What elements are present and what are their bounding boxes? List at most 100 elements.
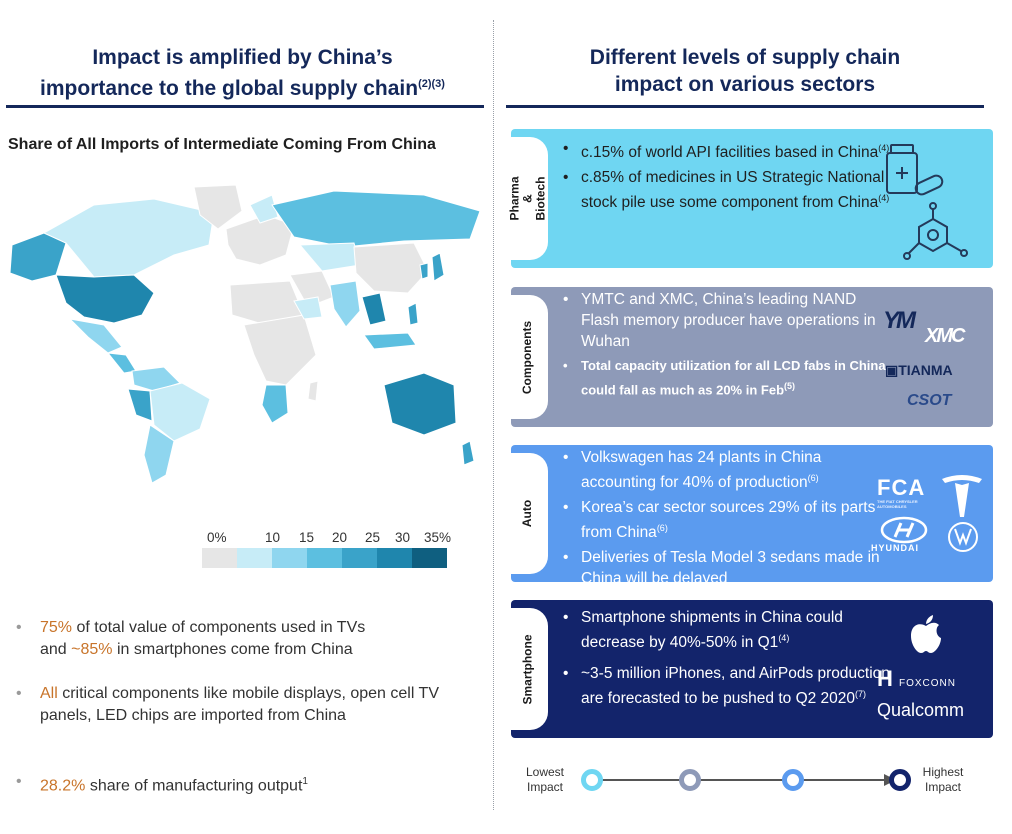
scale-low-label: Lowest Impact <box>516 765 574 795</box>
bullet-text: c.85% of medicines in US Strategic Natio… <box>581 169 885 212</box>
center-divider <box>493 20 494 810</box>
bullet-text: ~3-5 million iPhones, and AirPods produc… <box>581 665 890 708</box>
map-subtitle: Share of All Imports of Intermediate Com… <box>8 136 436 153</box>
sector-tab-auto: Auto <box>508 453 548 574</box>
scale-line <box>592 779 898 781</box>
tesla-logo-icon <box>942 475 982 517</box>
scale-high-label: Highest Impact <box>912 765 974 795</box>
apple-logo-icon <box>911 615 941 653</box>
sector-bullet: Korea’s car sector sources 29% of its pa… <box>561 497 891 543</box>
fca-logo: FCA <box>877 475 926 500</box>
right-title-line2: impact on various sectors <box>614 73 876 96</box>
bullet-text: Korea’s car sector sources 29% of its pa… <box>581 499 876 542</box>
footnote: (5) <box>784 381 796 391</box>
footnote: (6) <box>807 473 819 483</box>
bullet-text-1b: and <box>40 641 72 658</box>
footnote: (4) <box>778 633 790 643</box>
sector-bullets: YMTC and XMC, China’s leading NAND Flash… <box>561 289 891 404</box>
map-madagascar <box>307 380 319 402</box>
sector-tab-smartphone: Smartphone <box>508 608 548 730</box>
right-title-rule <box>506 105 984 108</box>
bullet-text: 28.2% share of manufacturing output1 <box>40 771 308 797</box>
map-korea <box>419 262 429 280</box>
medicine-bottle-icon <box>886 144 944 196</box>
sector-bullets: c.15% of world API facilities based in C… <box>561 138 891 217</box>
bullet-footnote: 1 <box>302 776 308 787</box>
sector-bullet: Volkswagen has 24 plants in China accoun… <box>561 447 891 493</box>
bullet-text: c.15% of world API facilities based in C… <box>581 144 879 162</box>
volkswagen-logo-icon <box>948 522 978 552</box>
bullet-text-1c: in smartphones come from China <box>112 641 353 658</box>
scale-high-line1: Highest <box>922 765 964 779</box>
right-title: Different levels of supply chain impact … <box>505 44 985 98</box>
map-brazil <box>149 382 211 442</box>
sector-bullets: Volkswagen has 24 plants in China accoun… <box>561 447 891 593</box>
map-southeast-asia <box>361 292 387 326</box>
xmc-logo: XMC <box>925 325 965 347</box>
left-title-line2: importance to the global supply chain <box>40 77 419 100</box>
sector-bullets: Smartphone shipments in China could decr… <box>561 607 891 713</box>
bullet-text: All critical components like mobile disp… <box>40 683 480 727</box>
legend-swatch <box>272 548 307 568</box>
sector-bullet: YMTC and XMC, China’s leading NAND Flash… <box>561 289 891 352</box>
tianma-text: TIANMA <box>898 362 953 378</box>
map-argentina-chile <box>143 424 175 484</box>
csot-logo: CSOT <box>907 392 952 409</box>
legend-label-0: 0% <box>207 530 227 545</box>
sector-tab-pharma: Pharma & Biotech <box>508 137 548 260</box>
right-title-line1: Different levels of supply chain <box>589 46 901 69</box>
scale-point-auto <box>782 769 804 791</box>
map-india <box>329 280 361 328</box>
sector-tab-label: Auto <box>520 499 535 528</box>
bullet-dot: • <box>16 685 22 702</box>
sector-bullet: Smartphone shipments in China could decr… <box>561 607 891 653</box>
legend-swatch <box>342 548 377 568</box>
scale-point-components <box>679 769 701 791</box>
ymtc-logo: YM <box>883 307 916 334</box>
legend-swatch <box>377 548 412 568</box>
map-central-america <box>106 352 137 374</box>
bullet-text: Total capacity utilization for all LCD f… <box>581 358 886 398</box>
bullet-text: 75% of total value of components used in… <box>40 617 365 661</box>
bullet-manufacturing-share: • 28.2% share of manufacturing output1 <box>16 771 486 795</box>
sector-bullet: ~3-5 million iPhones, and AirPods produc… <box>561 663 891 709</box>
legend-swatch <box>307 548 342 568</box>
bullet-text: Smartphone shipments in China could decr… <box>581 609 843 652</box>
map-mexico <box>68 318 123 354</box>
foxconn-logo: H FOXCONN <box>877 666 956 691</box>
footnote: (4) <box>878 143 890 153</box>
world-map <box>9 185 481 484</box>
map-peru <box>127 388 153 422</box>
sector-tab-label: Components <box>520 320 535 394</box>
map-greenland <box>193 185 243 230</box>
map-saudi <box>293 296 323 320</box>
left-title-line2-wrap: importance to the global supply chain(2)… <box>0 71 485 102</box>
sector-tab-label: Smartphone <box>520 633 535 705</box>
foxconn-text: FOXCONN <box>899 678 956 689</box>
map-china <box>353 242 429 294</box>
map-new-zealand <box>461 440 475 466</box>
fca-subtext: THE FIAT CHRYSLER AUTOMOBILES <box>877 499 918 509</box>
map-usa <box>55 274 155 324</box>
sector-smartphone: Smartphone Smartphone shipments in China… <box>508 600 993 738</box>
sector-bullet: Total capacity utilization for all LCD f… <box>561 356 891 400</box>
footnote: (6) <box>656 523 668 534</box>
footnote: (4) <box>878 193 890 204</box>
bullet-text: Volkswagen has 24 plants in China accoun… <box>581 449 822 492</box>
legend-swatch <box>202 548 237 568</box>
left-title-footnote: (2)(3) <box>418 78 445 90</box>
hyundai-logo-icon <box>880 516 928 544</box>
hyundai-text: HYUNDAI <box>871 543 920 553</box>
map-central-asia <box>298 242 361 272</box>
bullet-text: YMTC and XMC, China’s leading NAND Flash… <box>581 291 876 350</box>
sector-bullet: c.15% of world API facilities based in C… <box>561 138 891 163</box>
legend-swatch <box>237 548 272 568</box>
legend-label-20: 20 <box>332 530 348 545</box>
bullet-text-2: critical components like mobile displays… <box>40 685 439 724</box>
left-title-rule <box>6 105 484 108</box>
map-russia <box>271 190 481 248</box>
highlight-75: 75% <box>40 619 73 636</box>
map-indonesia <box>363 332 417 350</box>
map-canada <box>42 198 215 278</box>
map-australia <box>383 372 457 436</box>
